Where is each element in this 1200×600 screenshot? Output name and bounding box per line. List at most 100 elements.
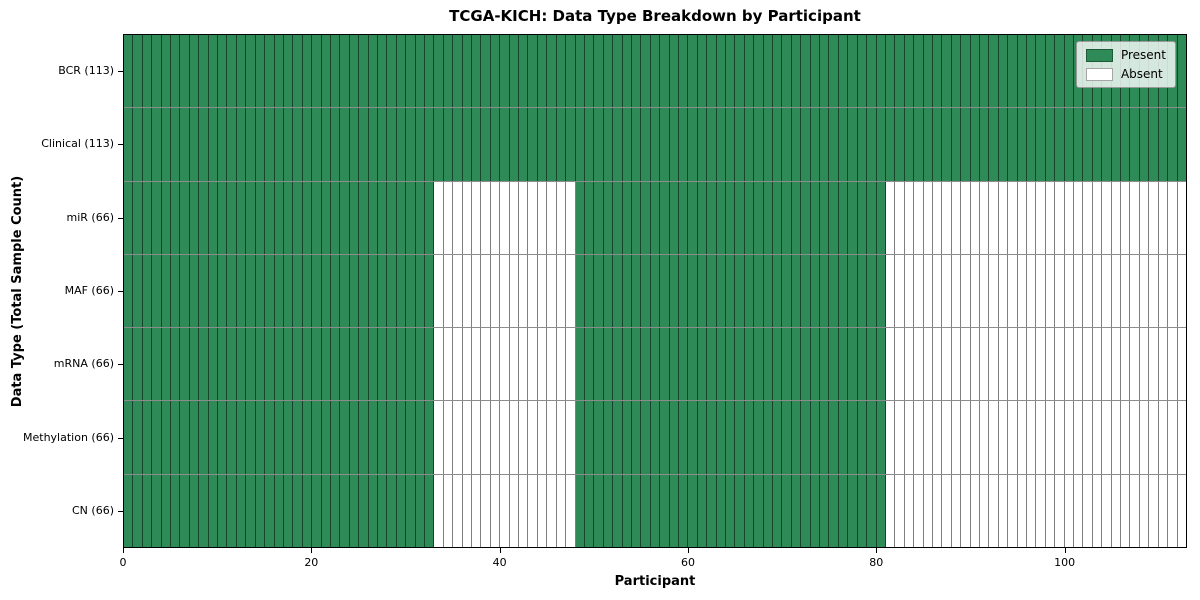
heatmap-cell: [283, 35, 294, 108]
heatmap-cell: [584, 35, 595, 108]
heatmap-cell: [810, 181, 821, 254]
heatmap-cell: [387, 401, 397, 474]
heatmap-cell: [453, 108, 463, 181]
heatmap-cell: [688, 401, 698, 474]
heatmap-cell: [189, 401, 200, 474]
heatmap-cell: [1074, 401, 1084, 474]
heatmap-cell: [293, 401, 303, 474]
heatmap-cell: [791, 254, 802, 328]
heatmap-cell: [462, 328, 473, 401]
heatmap-cell: [349, 474, 360, 547]
heatmap-cell: [302, 401, 313, 474]
heatmap-cell: [180, 254, 190, 328]
heatmap-cell: [678, 474, 689, 547]
heatmap-cell: [443, 401, 454, 474]
heatmap-cell: [923, 474, 933, 547]
heatmap-cell: [415, 254, 425, 328]
heatmap-cell: [942, 35, 952, 108]
heatmap-cell: [754, 108, 764, 181]
heatmap-cell: [998, 328, 1009, 401]
heatmap-cell: [321, 254, 331, 328]
heatmap-cell: [124, 181, 134, 254]
heatmap-cell: [744, 181, 755, 254]
heatmap-cell: [396, 401, 407, 474]
heatmap-cell: [349, 108, 360, 181]
heatmap-cell: [622, 35, 632, 108]
heatmap-cell: [425, 474, 435, 547]
heatmap-cell: [1149, 328, 1159, 401]
heatmap-cell: [603, 328, 614, 401]
heatmap-cell: [246, 254, 256, 328]
heatmap-cell: [255, 474, 266, 547]
heatmap-cell: [124, 108, 134, 181]
heatmap-cell: [519, 401, 529, 474]
heatmap-cell: [782, 108, 792, 181]
heatmap-cell: [1008, 328, 1018, 401]
heatmap-cell: [368, 401, 378, 474]
heatmap-cell: [707, 328, 717, 401]
heatmap-cell: [302, 35, 313, 108]
heatmap-plot: [123, 34, 1187, 548]
heatmap-cell: [434, 108, 444, 181]
heatmap-cell: [1027, 328, 1037, 401]
heatmap-cell: [547, 328, 557, 401]
heatmap-cell: [274, 181, 284, 254]
heatmap-cell: [1102, 254, 1112, 328]
heatmap-cell: [1130, 401, 1140, 474]
heatmap-cell: [979, 35, 990, 108]
heatmap-cell: [613, 35, 623, 108]
heatmap-cell: [773, 181, 783, 254]
heatmap-cell: [707, 474, 717, 547]
heatmap-cell: [152, 254, 162, 328]
heatmap-cell: [942, 328, 952, 401]
heatmap-cell: [566, 328, 576, 401]
heatmap-cell: [566, 181, 576, 254]
heatmap-cell: [368, 108, 378, 181]
heatmap-cell: [171, 181, 181, 254]
heatmap-cell: [171, 474, 181, 547]
heatmap-cell: [773, 35, 783, 108]
heatmap-cell: [782, 328, 792, 401]
heatmap-cell: [660, 35, 670, 108]
heatmap-cell: [773, 474, 783, 547]
heatmap-cell: [330, 254, 341, 328]
heatmap-cell: [274, 254, 284, 328]
heatmap-cell: [979, 474, 990, 547]
heatmap-cell: [754, 328, 764, 401]
heatmap-cell: [462, 35, 473, 108]
heatmap-cell: [989, 181, 999, 254]
heatmap-cell: [528, 328, 538, 401]
heatmap-cell: [735, 108, 745, 181]
heatmap-cell: [613, 254, 623, 328]
chart-title: TCGA-KICH: Data Type Breakdown by Partic…: [449, 7, 861, 25]
heatmap-cell: [312, 181, 322, 254]
heatmap-cell: [932, 108, 943, 181]
heatmap-cell: [1055, 474, 1065, 547]
heatmap-cell: [961, 108, 971, 181]
x-tick-mark: [876, 548, 878, 553]
heatmap-cell: [1055, 401, 1065, 474]
heatmap-cell: [368, 181, 378, 254]
heatmap-cell: [227, 181, 237, 254]
heatmap-cell: [829, 328, 839, 401]
heatmap-cell: [218, 181, 228, 254]
heatmap-cell: [1017, 401, 1027, 474]
heatmap-cell: [312, 328, 322, 401]
legend: Present Absent: [1075, 41, 1176, 88]
heatmap-cell: [509, 328, 520, 401]
heatmap-cell: [519, 474, 529, 547]
heatmap-cell: [302, 108, 313, 181]
heatmap-cell: [660, 474, 670, 547]
heatmap-cell: [660, 328, 670, 401]
y-tick-mark: [118, 511, 123, 513]
heatmap-cell: [415, 328, 425, 401]
heatmap-cell: [133, 35, 143, 108]
heatmap-cell: [688, 254, 698, 328]
heatmap-cell: [377, 181, 388, 254]
heatmap-cell: [622, 474, 632, 547]
heatmap-cell: [415, 401, 425, 474]
heatmap-cell: [481, 35, 491, 108]
heatmap-cell: [321, 474, 331, 547]
heatmap-cell: [810, 474, 821, 547]
heatmap-cell: [453, 181, 463, 254]
